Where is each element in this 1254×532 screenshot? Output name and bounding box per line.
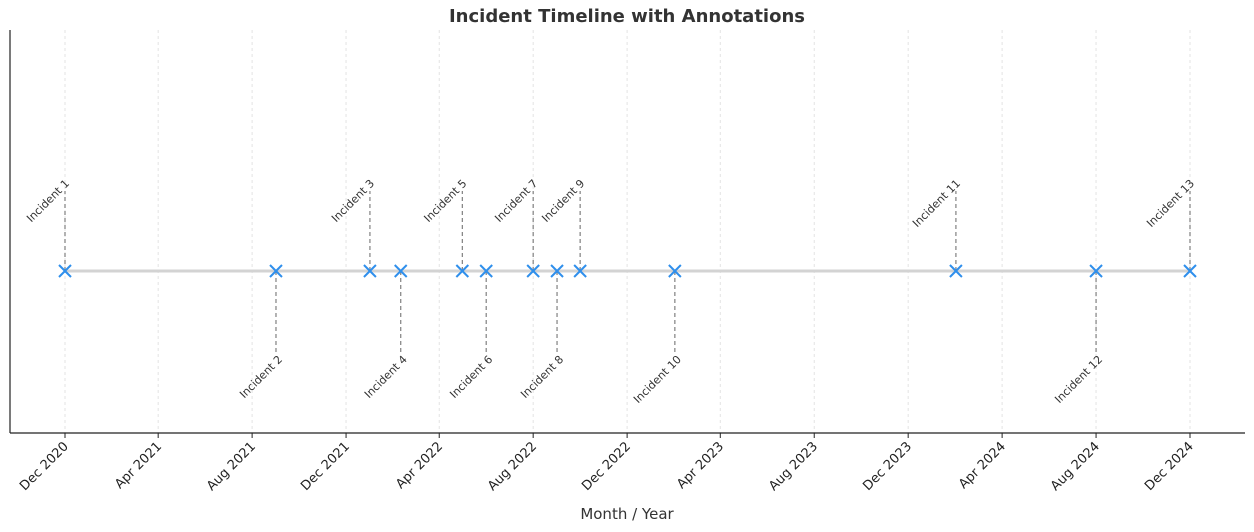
label-incident-8: Incident 8 (518, 353, 566, 401)
label-incident-2: Incident 2 (237, 353, 285, 401)
x-tick-label: Apr 2024 (956, 439, 1009, 492)
vertical-gridlines (64, 30, 1191, 433)
chart-title: Incident Timeline with Annotations (449, 6, 805, 27)
x-tick-label: Dec 2021 (298, 439, 353, 494)
incident-markers (58, 264, 1197, 278)
annotation-leader-lines (64, 191, 1191, 353)
marker-incident-6 (479, 264, 493, 278)
marker-incident-3 (363, 264, 377, 278)
marker-incident-2 (269, 264, 283, 278)
x-tick-label: Dec 2023 (860, 439, 915, 494)
label-incident-11: Incident 11 (910, 177, 963, 230)
marker-incident-5 (455, 264, 470, 278)
label-incident-6: Incident 6 (447, 353, 495, 401)
marker-incident-12 (1089, 264, 1103, 278)
x-axis-ticks: Dec 2020 Apr 2021 Aug 2021 Dec 2021 Apr 2022… (17, 433, 1197, 494)
x-tick-label: Dec 2024 (1142, 439, 1197, 494)
marker-incident-8 (550, 264, 564, 278)
label-incident-12: Incident 12 (1052, 353, 1105, 406)
x-tick-label: Dec 2020 (17, 439, 72, 494)
x-tick-label: Aug 2023 (766, 439, 821, 494)
x-tick-label: Aug 2021 (204, 439, 259, 494)
marker-incident-7 (526, 264, 540, 278)
x-tick-label: Apr 2023 (674, 439, 727, 492)
x-tick-label: Apr 2022 (393, 439, 446, 492)
marker-incident-11 (949, 264, 963, 278)
marker-incident-1 (58, 264, 72, 278)
x-axis-label: Month / Year (580, 505, 674, 523)
x-tick-label: Apr 2021 (112, 439, 165, 492)
marker-incident-10 (668, 264, 682, 278)
marker-incident-9 (573, 264, 587, 278)
x-tick-label: Dec 2022 (579, 439, 634, 494)
label-incident-4: Incident 4 (362, 353, 410, 401)
x-tick-label: Aug 2024 (1048, 439, 1103, 494)
marker-incident-4 (394, 264, 408, 278)
label-incident-10: Incident 10 (631, 353, 684, 406)
label-incident-13: Incident 13 (1144, 177, 1197, 230)
marker-incident-13 (1183, 264, 1197, 278)
x-tick-label: Aug 2022 (485, 439, 540, 494)
